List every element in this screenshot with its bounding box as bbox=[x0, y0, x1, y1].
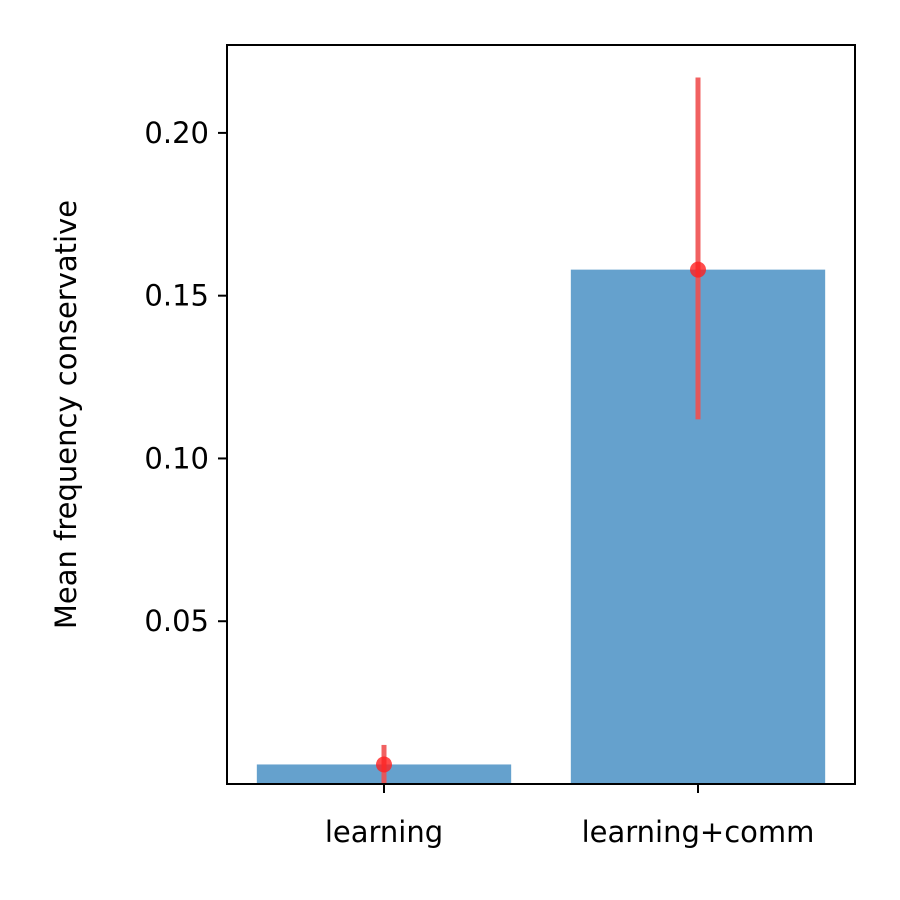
y-axis: 0.05 0.10 0.15 0.20 bbox=[144, 116, 227, 638]
mean-marker-learning bbox=[376, 756, 392, 773]
y-axis-label: Mean frequency conservative bbox=[49, 200, 83, 629]
y-tick-label: 0.10 bbox=[144, 441, 209, 475]
plot-area-frame bbox=[226, 44, 856, 785]
x-axis: learning learning+comm bbox=[325, 784, 815, 849]
y-tick-label: 0.15 bbox=[144, 279, 209, 313]
mean-marker-learning+comm bbox=[690, 261, 706, 278]
y-tick-label: 0.20 bbox=[144, 116, 209, 150]
x-tick-label: learning+comm bbox=[582, 815, 815, 849]
errorbars-layer bbox=[376, 77, 706, 784]
x-tick-label: learning bbox=[325, 815, 443, 849]
y-tick-label: 0.05 bbox=[144, 604, 209, 638]
